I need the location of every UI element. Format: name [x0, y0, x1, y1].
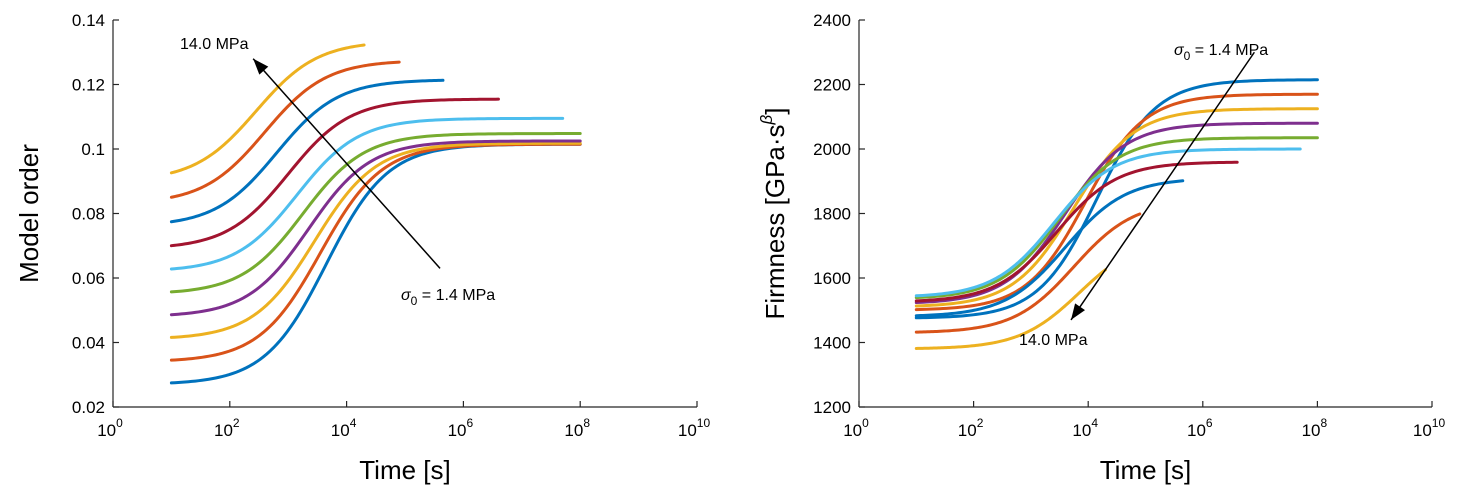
series-line — [169, 97, 500, 248]
series-line — [169, 132, 582, 294]
series-line — [914, 147, 1302, 298]
series-line — [169, 43, 366, 175]
annotation-14mpa: 14.0 MPa — [180, 36, 249, 53]
series-line — [914, 160, 1239, 303]
x-tick-label: 104 — [331, 416, 357, 440]
y-tick-label: 1600 — [813, 269, 851, 288]
series-line — [914, 268, 1107, 350]
series-line — [914, 107, 1319, 308]
y-tick-label: 1400 — [813, 334, 851, 353]
y-tick-label: 1200 — [813, 398, 851, 417]
series-line — [169, 139, 582, 317]
arrow-line — [1070, 51, 1255, 321]
series-line — [169, 116, 565, 271]
annotation-sigma0: σ0 = 1.4 MPa — [1174, 42, 1268, 63]
y-tick-label: 0.08 — [72, 205, 105, 224]
y-tick-label: 0.14 — [72, 11, 105, 30]
y-tick-label: 2200 — [813, 76, 851, 95]
x-axis-title: Time [s] — [359, 455, 450, 485]
y-tick-label: 0.02 — [72, 398, 105, 417]
series-line — [914, 92, 1319, 312]
y-tick-label: 0.04 — [72, 334, 105, 353]
arrow-line — [252, 58, 441, 269]
series-line — [914, 212, 1142, 334]
x-tick-label: 1010 — [678, 416, 711, 440]
series-line — [169, 141, 582, 339]
arrow-head — [1071, 303, 1086, 320]
x-tick-label: 100 — [97, 416, 123, 440]
series-line — [169, 60, 401, 199]
series-line — [914, 121, 1319, 305]
x-tick-label: 108 — [564, 416, 590, 440]
y-tick-label: 0.12 — [72, 76, 105, 95]
y-tick-label: 0.1 — [81, 140, 105, 159]
panel-model-order: 0.02 0.04 0.06 0.08 0.1 0.12 0.14 100 102 104 106 1… — [14, 11, 710, 485]
x-axis-title: Time [s] — [1100, 455, 1191, 485]
x-tick-label: 106 — [448, 416, 474, 440]
x-tick-label: 106 — [1187, 416, 1213, 440]
y-tick-label: 0.06 — [72, 269, 105, 288]
annotation-sigma0: σ0 = 1.4 MPa — [401, 287, 495, 308]
series-line — [914, 179, 1185, 318]
annotation-14mpa: 14.0 MPa — [1019, 332, 1088, 349]
series-line — [914, 136, 1319, 300]
arrow-head — [253, 58, 269, 75]
panel-firmness: 1200 1400 1600 1800 2000 2200 2400 100 102 104 106… — [757, 11, 1445, 485]
x-tick-label: 1010 — [1413, 416, 1446, 440]
x-tick-label: 102 — [214, 416, 240, 440]
x-tick-label: 108 — [1302, 416, 1328, 440]
x-tick-label: 102 — [958, 416, 984, 440]
series-line — [169, 142, 582, 385]
y-axis-title: Firmness [GPa·sβ] — [757, 108, 790, 320]
y-tick-label: 2400 — [813, 11, 851, 30]
y-axis-title: Model order — [14, 144, 44, 283]
y-tick-label: 2000 — [813, 140, 851, 159]
x-tick-label: 100 — [843, 416, 869, 440]
x-tick-label: 104 — [1072, 416, 1098, 440]
y-tick-label: 1800 — [813, 205, 851, 224]
